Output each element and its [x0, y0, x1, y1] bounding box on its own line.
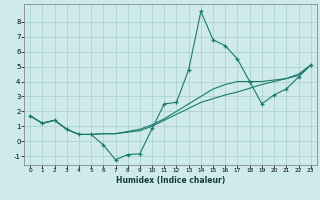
X-axis label: Humidex (Indice chaleur): Humidex (Indice chaleur)	[116, 176, 225, 185]
